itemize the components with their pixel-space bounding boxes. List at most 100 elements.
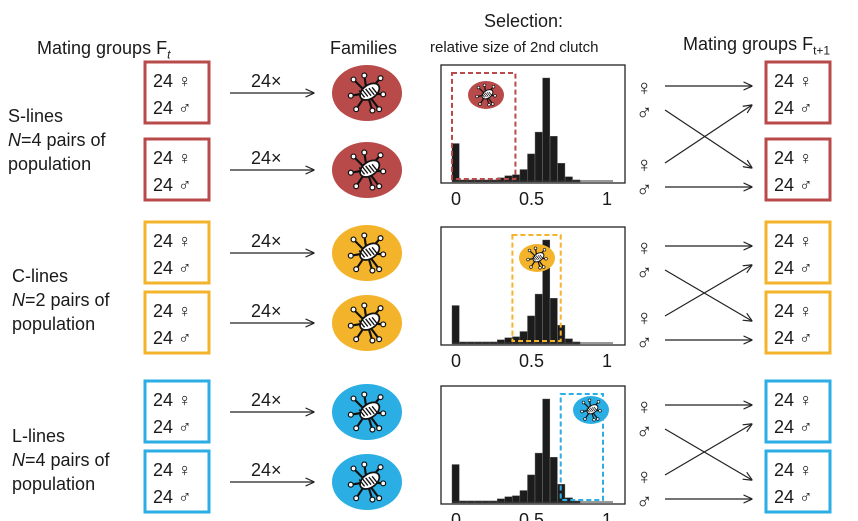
- male-symbol: ♂: [636, 330, 653, 355]
- count-female: 24 ♀: [774, 71, 813, 91]
- group-box-frame: [764, 220, 832, 285]
- beetle-foot: [361, 232, 368, 239]
- beetle-foot: [596, 417, 600, 421]
- beetle-foot: [376, 183, 383, 190]
- beetle-stripe: [486, 92, 491, 97]
- x-tick-label: 0.5: [519, 351, 544, 371]
- beetle-foot: [369, 267, 376, 274]
- beetle-foot: [491, 102, 495, 106]
- beetle-stripe: [358, 167, 366, 175]
- x-tick-label: 1: [602, 351, 612, 371]
- header-families: Families: [330, 38, 398, 58]
- beetle-foot: [347, 322, 354, 329]
- beetle-stripe: [371, 316, 379, 325]
- histogram-bar: [519, 490, 528, 504]
- arrow-label-24x: 24×: [251, 148, 282, 168]
- beetle-stripe: [371, 475, 379, 484]
- count-male: 24 ♂: [774, 258, 813, 278]
- mating-group-box-ft1: 24 ♀ 24 ♂: [764, 60, 832, 125]
- beetle-foot: [353, 106, 360, 113]
- group-box-frame: [764, 290, 832, 355]
- beetle-foot: [376, 266, 383, 273]
- beetle-foot: [350, 465, 357, 472]
- mating-group-box-ft1: 24 ♀ 24 ♂: [764, 137, 832, 202]
- histogram-bar: [534, 131, 543, 183]
- beetle-foot: [347, 411, 354, 418]
- beetle-stripe: [365, 477, 372, 486]
- line-label-l: L-lines N=4 pairs of population: [12, 426, 110, 494]
- beetle-stripe: [368, 317, 375, 326]
- beetle-foot: [542, 248, 547, 252]
- mating-group-box-ft: 24 ♀ 24 ♂: [143, 137, 211, 202]
- beetle-foot: [361, 302, 368, 309]
- mating-group-box-ft: 24 ♀ 24 ♂: [143, 220, 211, 285]
- mating-arrow: [664, 269, 752, 321]
- mating-group-box-ft1: 24 ♀ 24 ♂: [764, 290, 832, 355]
- beetle-body: [359, 312, 381, 331]
- beetle-foot: [347, 92, 354, 99]
- beetle-stripe: [368, 164, 375, 173]
- histogram-bar: [527, 315, 535, 345]
- beetle-body: [359, 471, 381, 490]
- count-female: 24 ♀: [774, 460, 813, 480]
- beetle-foot: [376, 425, 383, 432]
- beetle-stripe: [483, 92, 487, 98]
- beetle-stripe: [358, 409, 366, 417]
- count-male: 24 ♂: [153, 328, 192, 348]
- count-female: 24 ♀: [153, 390, 192, 410]
- beetle-body: [359, 82, 381, 101]
- beetle-foot: [377, 464, 384, 471]
- beetle-foot: [353, 183, 360, 190]
- selection-window: [559, 393, 604, 501]
- count-female: 24 ♀: [153, 71, 192, 91]
- beetle-foot: [347, 252, 354, 259]
- histogram-bar: [549, 136, 558, 183]
- male-symbol: ♂: [636, 419, 653, 444]
- line-label-c: C-lines N=2 pairs of population: [12, 266, 110, 334]
- histogram-bar: [497, 498, 505, 504]
- beetle-stripe: [365, 318, 372, 327]
- count-male: 24 ♂: [153, 175, 192, 195]
- beetle-body: [359, 401, 381, 420]
- histogram-bar: [534, 452, 543, 504]
- count-female: 24 ♀: [774, 231, 813, 251]
- count-female: 24 ♀: [774, 390, 813, 410]
- beetle-foot: [353, 495, 360, 502]
- male-symbol: ♂: [636, 100, 653, 125]
- histogram-bar: [534, 293, 543, 345]
- beetle-foot: [526, 257, 530, 262]
- beetle-stripe: [361, 166, 369, 174]
- arrow-label-24x: 24×: [251, 231, 282, 251]
- beetle-body: [359, 159, 381, 178]
- beetle-stripe: [361, 319, 369, 327]
- beetle-stripe: [589, 407, 594, 412]
- beetle-foot: [380, 251, 387, 258]
- count-male: 24 ♂: [153, 258, 192, 278]
- beetle-foot: [596, 400, 601, 404]
- histogram-bar: [565, 338, 573, 345]
- histogram-bar: [527, 474, 535, 504]
- count-male: 24 ♂: [153, 487, 192, 507]
- beetle-stripe: [535, 255, 540, 260]
- beetle-foot: [376, 336, 383, 343]
- beetle-foot: [482, 83, 487, 87]
- beetle-stripe: [488, 91, 493, 96]
- beetle-stripe: [358, 90, 366, 98]
- male-symbol: ♂: [636, 177, 653, 202]
- beetle-foot: [478, 102, 482, 106]
- beetle-stripe: [358, 250, 366, 258]
- histogram-bar: [549, 457, 558, 504]
- family-icon: [332, 295, 402, 351]
- beetle-stripe: [371, 86, 379, 95]
- family-icon: [332, 225, 402, 281]
- beetle-foot: [476, 85, 481, 90]
- beetle-stripe: [586, 408, 590, 413]
- x-tick-label: 1: [602, 510, 612, 521]
- female-symbol: ♀: [636, 394, 653, 419]
- mating-group-box-ft1: 24 ♀ 24 ♂: [764, 379, 832, 444]
- group-box-frame: [143, 60, 211, 125]
- group-box-frame: [143, 290, 211, 355]
- mating-arrow: [664, 109, 752, 168]
